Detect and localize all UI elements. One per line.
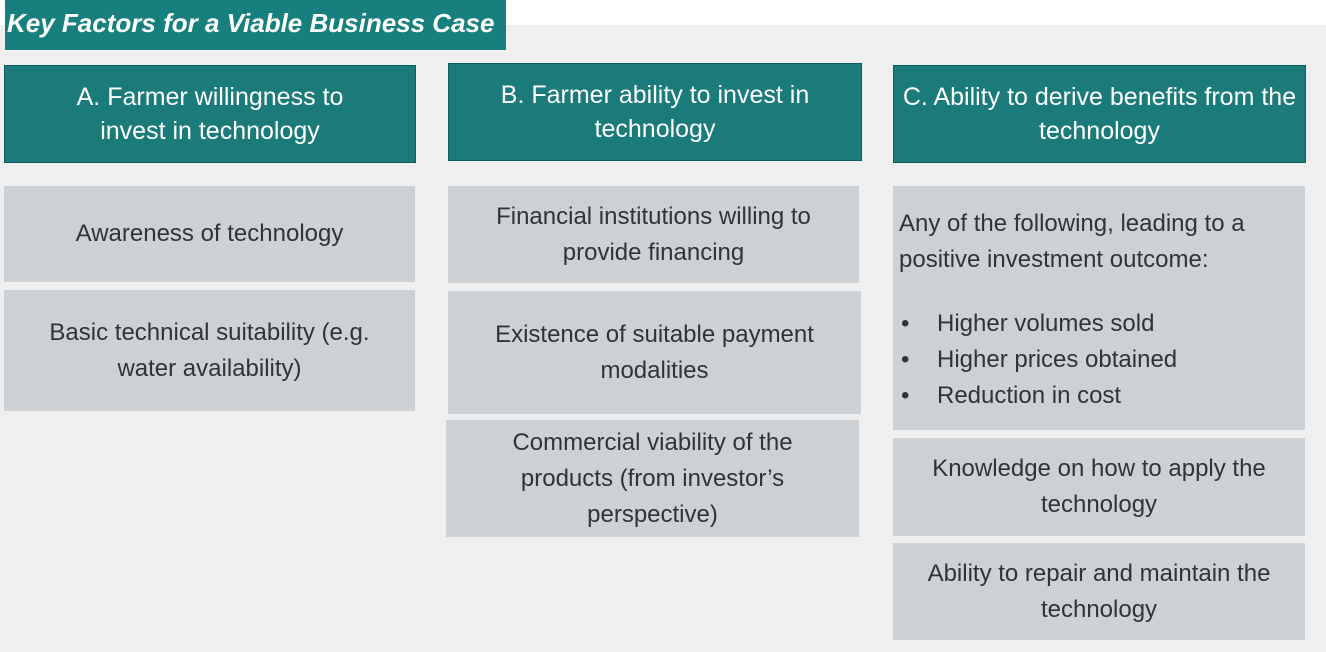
column-header: C. Ability to derive benefits from the t… (893, 65, 1306, 163)
title: Key Factors for a Viable Business Case (5, 0, 506, 50)
factor-box: Existence of suitable payment modalities (448, 291, 861, 414)
factor-box: Ability to repair and maintain the techn… (893, 543, 1305, 640)
factor-box: Awareness of technology (4, 186, 415, 282)
bullet: Higher prices obtained (899, 342, 1299, 378)
factor-box: Any of the following, leading to a posit… (893, 186, 1305, 430)
bullet-list: Higher volumes sold Higher prices obtain… (899, 306, 1299, 414)
column-header: A. Farmer willingness to invest in techn… (4, 65, 416, 163)
factor-box: Financial institutions willing to provid… (448, 186, 859, 283)
factor-text: Any of the following, leading to a posit… (899, 210, 1245, 273)
bullet: Reduction in cost (899, 378, 1299, 414)
factor-box: Knowledge on how to apply the technology (893, 438, 1305, 536)
factor-box: Commercial viability of the products (fr… (446, 420, 859, 537)
column-header: B. Farmer ability to invest in technolog… (448, 63, 862, 161)
bullet: Higher volumes sold (899, 306, 1299, 342)
factor-box: Basic technical suitability (e.g. water … (4, 290, 415, 411)
